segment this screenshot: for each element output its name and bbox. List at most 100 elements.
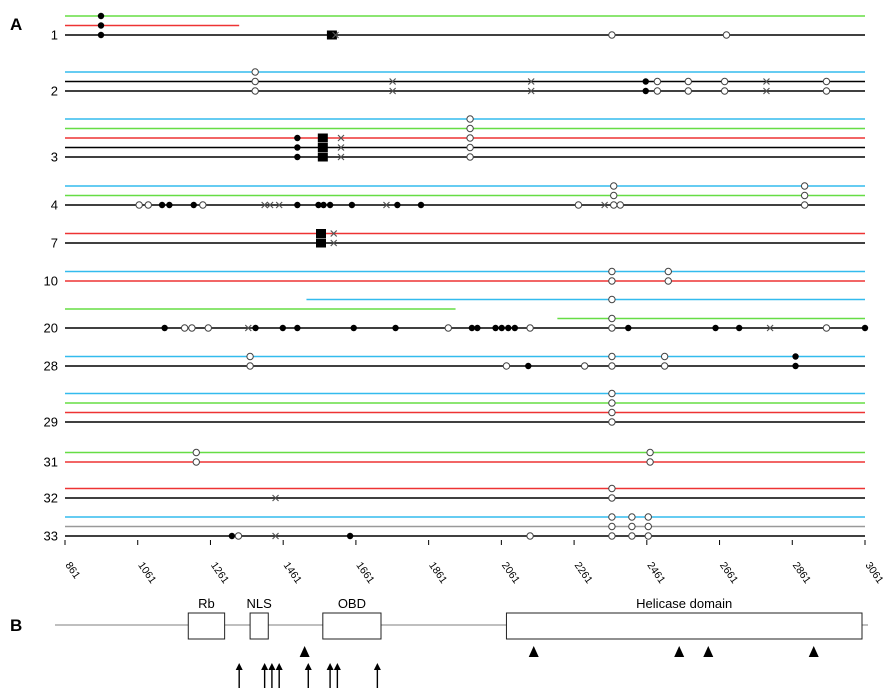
mutation-open-marker xyxy=(644,522,652,531)
mutation-open-marker xyxy=(664,267,672,276)
insertion-box-marker xyxy=(317,152,328,162)
triangle-marker xyxy=(299,646,310,657)
arrow-head xyxy=(333,663,341,670)
mutation-filled-marker xyxy=(294,134,301,142)
clone-label: 3 xyxy=(51,150,58,165)
mutation-open-marker xyxy=(199,201,207,209)
clone-group-2: 2 xyxy=(51,68,865,99)
clone-group-4: 4 xyxy=(51,182,865,213)
mutation-open-marker xyxy=(608,352,616,361)
mutation-filled-marker xyxy=(392,324,399,332)
arrow-head xyxy=(326,663,334,670)
clone-group-20: 20 xyxy=(44,295,869,336)
deletion-cross-marker xyxy=(389,87,397,95)
clone-group-32: 32 xyxy=(44,484,865,506)
position-axis: 861 1061 1261 1461 1661 1861 2061 2261 2461 2661 2… xyxy=(63,540,883,586)
mutation-open-marker xyxy=(722,31,731,39)
clone-group-7: 7 xyxy=(51,229,865,251)
mutation-open-marker xyxy=(608,314,616,323)
mutation-open-marker xyxy=(192,458,200,466)
mutation-open-marker xyxy=(653,87,662,95)
deletion-cross-marker xyxy=(266,201,274,209)
mutation-filled-marker xyxy=(161,324,168,332)
mutation-open-marker xyxy=(684,87,692,95)
mutation-open-marker xyxy=(610,191,618,200)
mutation-filled-marker xyxy=(294,153,301,161)
mutation-open-marker xyxy=(608,389,616,398)
domain-label: Helicase domain xyxy=(636,596,732,611)
mutation-filled-marker xyxy=(97,12,105,20)
clone-label: 29 xyxy=(44,415,58,430)
mutation-open-marker xyxy=(610,201,618,209)
mutation-open-marker xyxy=(144,201,152,209)
mutation-open-marker xyxy=(608,295,616,304)
mutation-filled-marker xyxy=(166,201,173,209)
mutation-open-marker xyxy=(608,324,616,332)
axis-tick-label: 1261 xyxy=(208,560,231,586)
mutation-open-marker xyxy=(608,362,616,370)
mutation-filled-marker xyxy=(97,31,105,39)
mutation-open-marker xyxy=(644,513,652,521)
mutation-filled-marker xyxy=(252,324,259,332)
mutation-open-marker xyxy=(466,153,474,161)
mutation-filled-marker xyxy=(735,324,743,332)
axis-tick-label: 1661 xyxy=(353,560,376,586)
clone-group-3: 3 xyxy=(51,115,865,165)
mutation-open-marker xyxy=(720,77,729,86)
deletion-cross-marker xyxy=(337,153,345,161)
mutation-open-marker xyxy=(192,448,200,457)
mutation-filled-marker xyxy=(158,201,166,209)
deletion-cross-marker xyxy=(275,201,283,209)
axis-tick-label: 2061 xyxy=(499,560,522,586)
panel-b-domain-map: Rb NLS OBD Helicase domain xyxy=(55,596,868,688)
mutation-filled-marker xyxy=(498,324,505,332)
clone-label: 31 xyxy=(44,455,58,470)
domain-box xyxy=(249,612,269,640)
mutation-filled-marker xyxy=(294,324,301,332)
mutation-filled-marker xyxy=(525,362,532,370)
axis-tick-label: 1861 xyxy=(426,560,449,586)
triangle-marker xyxy=(674,646,685,657)
deletion-cross-marker xyxy=(272,532,279,540)
mutation-open-marker xyxy=(800,201,809,209)
deletion-cross-marker xyxy=(272,494,279,502)
axis-tick-label: 2661 xyxy=(717,560,740,586)
mutation-filled-marker xyxy=(326,201,334,209)
clone-label: 33 xyxy=(44,529,58,544)
mutation-open-marker xyxy=(251,68,259,76)
mutation-open-marker xyxy=(526,324,534,332)
deletion-cross-marker xyxy=(244,324,252,332)
clone-group-31: 31 xyxy=(44,448,865,470)
triangle-marker xyxy=(528,646,539,657)
mutation-open-marker xyxy=(660,352,669,361)
deletion-cross-marker xyxy=(763,87,770,95)
mutation-open-marker xyxy=(660,362,669,370)
mutation-filled-marker xyxy=(294,201,301,209)
mutation-open-marker xyxy=(251,87,259,95)
mutation-filled-marker xyxy=(417,201,425,209)
axis-tick-label: 3061 xyxy=(863,560,883,586)
insertion-box-marker xyxy=(316,238,326,248)
mutation-open-marker xyxy=(664,277,672,285)
panel-label-b: B xyxy=(10,616,22,635)
mutation-open-marker xyxy=(822,324,831,332)
mutation-open-marker xyxy=(466,124,474,133)
deletion-cross-marker xyxy=(337,134,345,142)
mutation-open-marker xyxy=(574,201,583,209)
clone-group-33: 33 xyxy=(44,513,865,544)
arrow-head xyxy=(235,663,243,670)
mutation-open-marker xyxy=(204,324,212,332)
mutation-filled-marker xyxy=(511,324,519,332)
domain-box xyxy=(187,612,226,640)
mutation-filled-marker xyxy=(228,532,236,540)
deletion-cross-marker xyxy=(601,201,609,209)
mutation-filled-marker xyxy=(492,324,499,332)
mutation-open-marker xyxy=(466,143,474,152)
mutation-filled-marker xyxy=(315,201,322,209)
mutation-open-marker xyxy=(608,484,616,493)
mutation-open-marker xyxy=(628,532,636,540)
arrow-head xyxy=(268,663,276,670)
mutation-open-marker xyxy=(608,31,616,39)
domain-label: Rb xyxy=(198,596,215,611)
mutation-open-marker xyxy=(610,182,618,190)
